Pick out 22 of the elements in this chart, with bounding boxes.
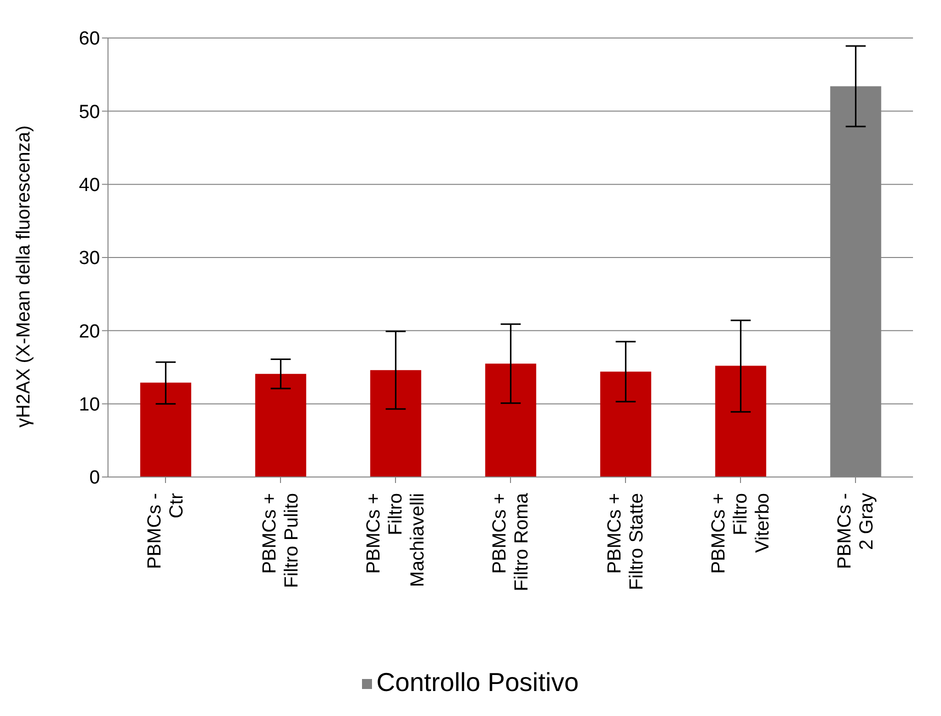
y-tick-label: 20 [78,321,100,342]
bar [370,370,422,477]
y-axis-title: γH2AX (X-Mean della fluorescenza) [14,125,35,428]
x-tick-label: PBMCs + Filtro Statte [604,493,648,590]
bar [255,374,306,477]
x-tick-label: PBMCs - Ctr [144,492,188,569]
y-tick-label: 30 [78,248,100,270]
y-tick-label: 50 [78,102,100,123]
bar [485,364,536,477]
y-tick-label: 10 [78,394,100,416]
bar [600,372,652,477]
y-tick-label: 60 [78,28,100,50]
x-tick-label: PBMCs + Filtro Viterbo [708,493,774,574]
x-tick-label: PBMCs + Filtro Roma [490,492,532,592]
bar [140,382,192,477]
x-tick-label: PBMCs + Filtro Pulito [260,493,302,588]
x-tick-label: PBMCs - 2 Gray [834,492,878,569]
y-tick-label: 40 [78,175,100,196]
x-tick-label: PBMCs + Filtro Machiavelli [364,493,428,587]
y-tick-label: 0 [89,468,100,489]
bar [715,366,766,477]
legend-label: Controllo Positivo [376,667,579,697]
